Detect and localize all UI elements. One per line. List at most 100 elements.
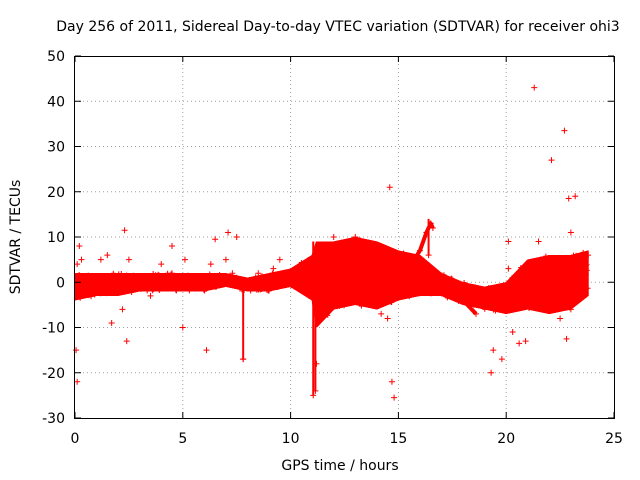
data-outlier xyxy=(125,256,132,263)
data-outlier xyxy=(78,256,85,263)
y-tick-label: -30 xyxy=(42,411,65,427)
x-axis-label: GPS time / hours xyxy=(281,458,398,474)
x-tick-label: 25 xyxy=(605,431,623,447)
data-outlier xyxy=(386,184,393,191)
data-point xyxy=(310,392,317,399)
data-outlier xyxy=(255,270,262,277)
x-tick-label: 5 xyxy=(178,431,187,447)
x-tick-label: 10 xyxy=(282,431,300,447)
data-point xyxy=(585,252,592,259)
data-point xyxy=(427,270,434,277)
data-outlier xyxy=(233,234,240,240)
data-arc-arc-23h xyxy=(560,253,590,284)
data-point xyxy=(550,279,557,286)
data-point xyxy=(395,256,402,263)
data-outlier xyxy=(74,261,81,268)
x-tick-label: 0 xyxy=(71,431,80,447)
data-point xyxy=(537,256,544,263)
y-axis-label: SDTVAR / TECUs xyxy=(8,180,24,295)
data-outlier xyxy=(291,270,298,277)
data-outlier xyxy=(74,378,81,385)
data-outlier xyxy=(212,236,219,243)
data-outlier xyxy=(505,238,512,245)
data-point xyxy=(544,261,551,268)
data-outlier xyxy=(565,195,572,202)
x-tick-label: 20 xyxy=(497,431,515,447)
data-outlier xyxy=(516,340,523,347)
data-outlier xyxy=(567,229,574,236)
y-tick-label: 10 xyxy=(47,230,65,246)
data-point xyxy=(567,265,574,272)
data-outlier xyxy=(108,319,115,326)
data-outlier xyxy=(391,394,398,401)
grid-layer xyxy=(75,56,614,418)
tick-layer: 0 5 10 15 20 25 -30 -20 -10 0 10 20 30 40 50 xyxy=(42,49,623,447)
data-outlier xyxy=(384,315,391,322)
data-outlier xyxy=(169,243,176,250)
y-tick-label: -20 xyxy=(42,366,65,382)
data-outlier xyxy=(97,256,104,263)
data-point xyxy=(425,252,432,259)
data-layer xyxy=(73,84,592,401)
data-outlier xyxy=(203,347,210,354)
data-outlier xyxy=(169,270,176,277)
data-outlier xyxy=(276,256,283,263)
data-outlier xyxy=(563,335,570,342)
data-outlier xyxy=(352,234,359,240)
data-outlier xyxy=(225,229,232,236)
data-outlier xyxy=(76,243,83,250)
data-point xyxy=(567,306,574,313)
data-outlier xyxy=(207,261,214,268)
data-outlier xyxy=(535,238,542,245)
data-outlier xyxy=(388,378,395,385)
data-outlier xyxy=(378,310,385,317)
data-point xyxy=(559,297,566,304)
y-tick-label: 20 xyxy=(47,185,65,201)
data-outlier xyxy=(179,324,186,331)
data-outlier xyxy=(181,256,188,263)
data-outlier xyxy=(572,193,579,200)
y-tick-label: 50 xyxy=(47,49,65,65)
data-point xyxy=(524,288,531,295)
data-point xyxy=(460,297,467,304)
data-point xyxy=(585,285,591,291)
data-outlier xyxy=(147,292,154,299)
data-point xyxy=(429,224,436,231)
y-tick-label: 40 xyxy=(47,94,65,110)
data-outlier xyxy=(73,347,80,354)
data-outlier xyxy=(509,329,516,336)
data-outlier xyxy=(561,127,568,134)
y-tick-label: 30 xyxy=(47,140,65,156)
data-point xyxy=(576,256,583,263)
data-point xyxy=(312,387,319,394)
data-outlier xyxy=(522,338,529,345)
data-outlier xyxy=(531,84,538,91)
y-tick-label: 0 xyxy=(56,275,65,291)
plot-frame xyxy=(74,56,615,419)
data-point xyxy=(531,270,538,277)
data-outlier xyxy=(557,315,564,322)
data-outlier xyxy=(119,306,126,313)
data-outlier xyxy=(313,360,320,367)
data-point xyxy=(473,310,480,317)
data-outlier xyxy=(505,265,512,272)
data-outlier xyxy=(229,270,236,277)
data-point xyxy=(412,261,419,268)
data-outlier xyxy=(240,356,247,363)
chart-title: Day 256 of 2011, Sidereal Day-to-day VTE… xyxy=(56,19,619,35)
y-tick-label: -10 xyxy=(42,321,65,337)
data-outlier xyxy=(548,157,555,164)
x-tick-label: 15 xyxy=(389,431,407,447)
data-outlier xyxy=(580,261,587,268)
data-point xyxy=(416,247,423,254)
data-outlier xyxy=(222,256,229,263)
data-point xyxy=(559,279,566,286)
data-outlier xyxy=(121,227,128,234)
data-outlier xyxy=(490,347,497,354)
data-outlier xyxy=(158,261,165,268)
data-outlier xyxy=(488,369,495,376)
data-outlier xyxy=(104,252,111,259)
data-outlier xyxy=(123,338,130,345)
data-outlier xyxy=(498,356,505,363)
